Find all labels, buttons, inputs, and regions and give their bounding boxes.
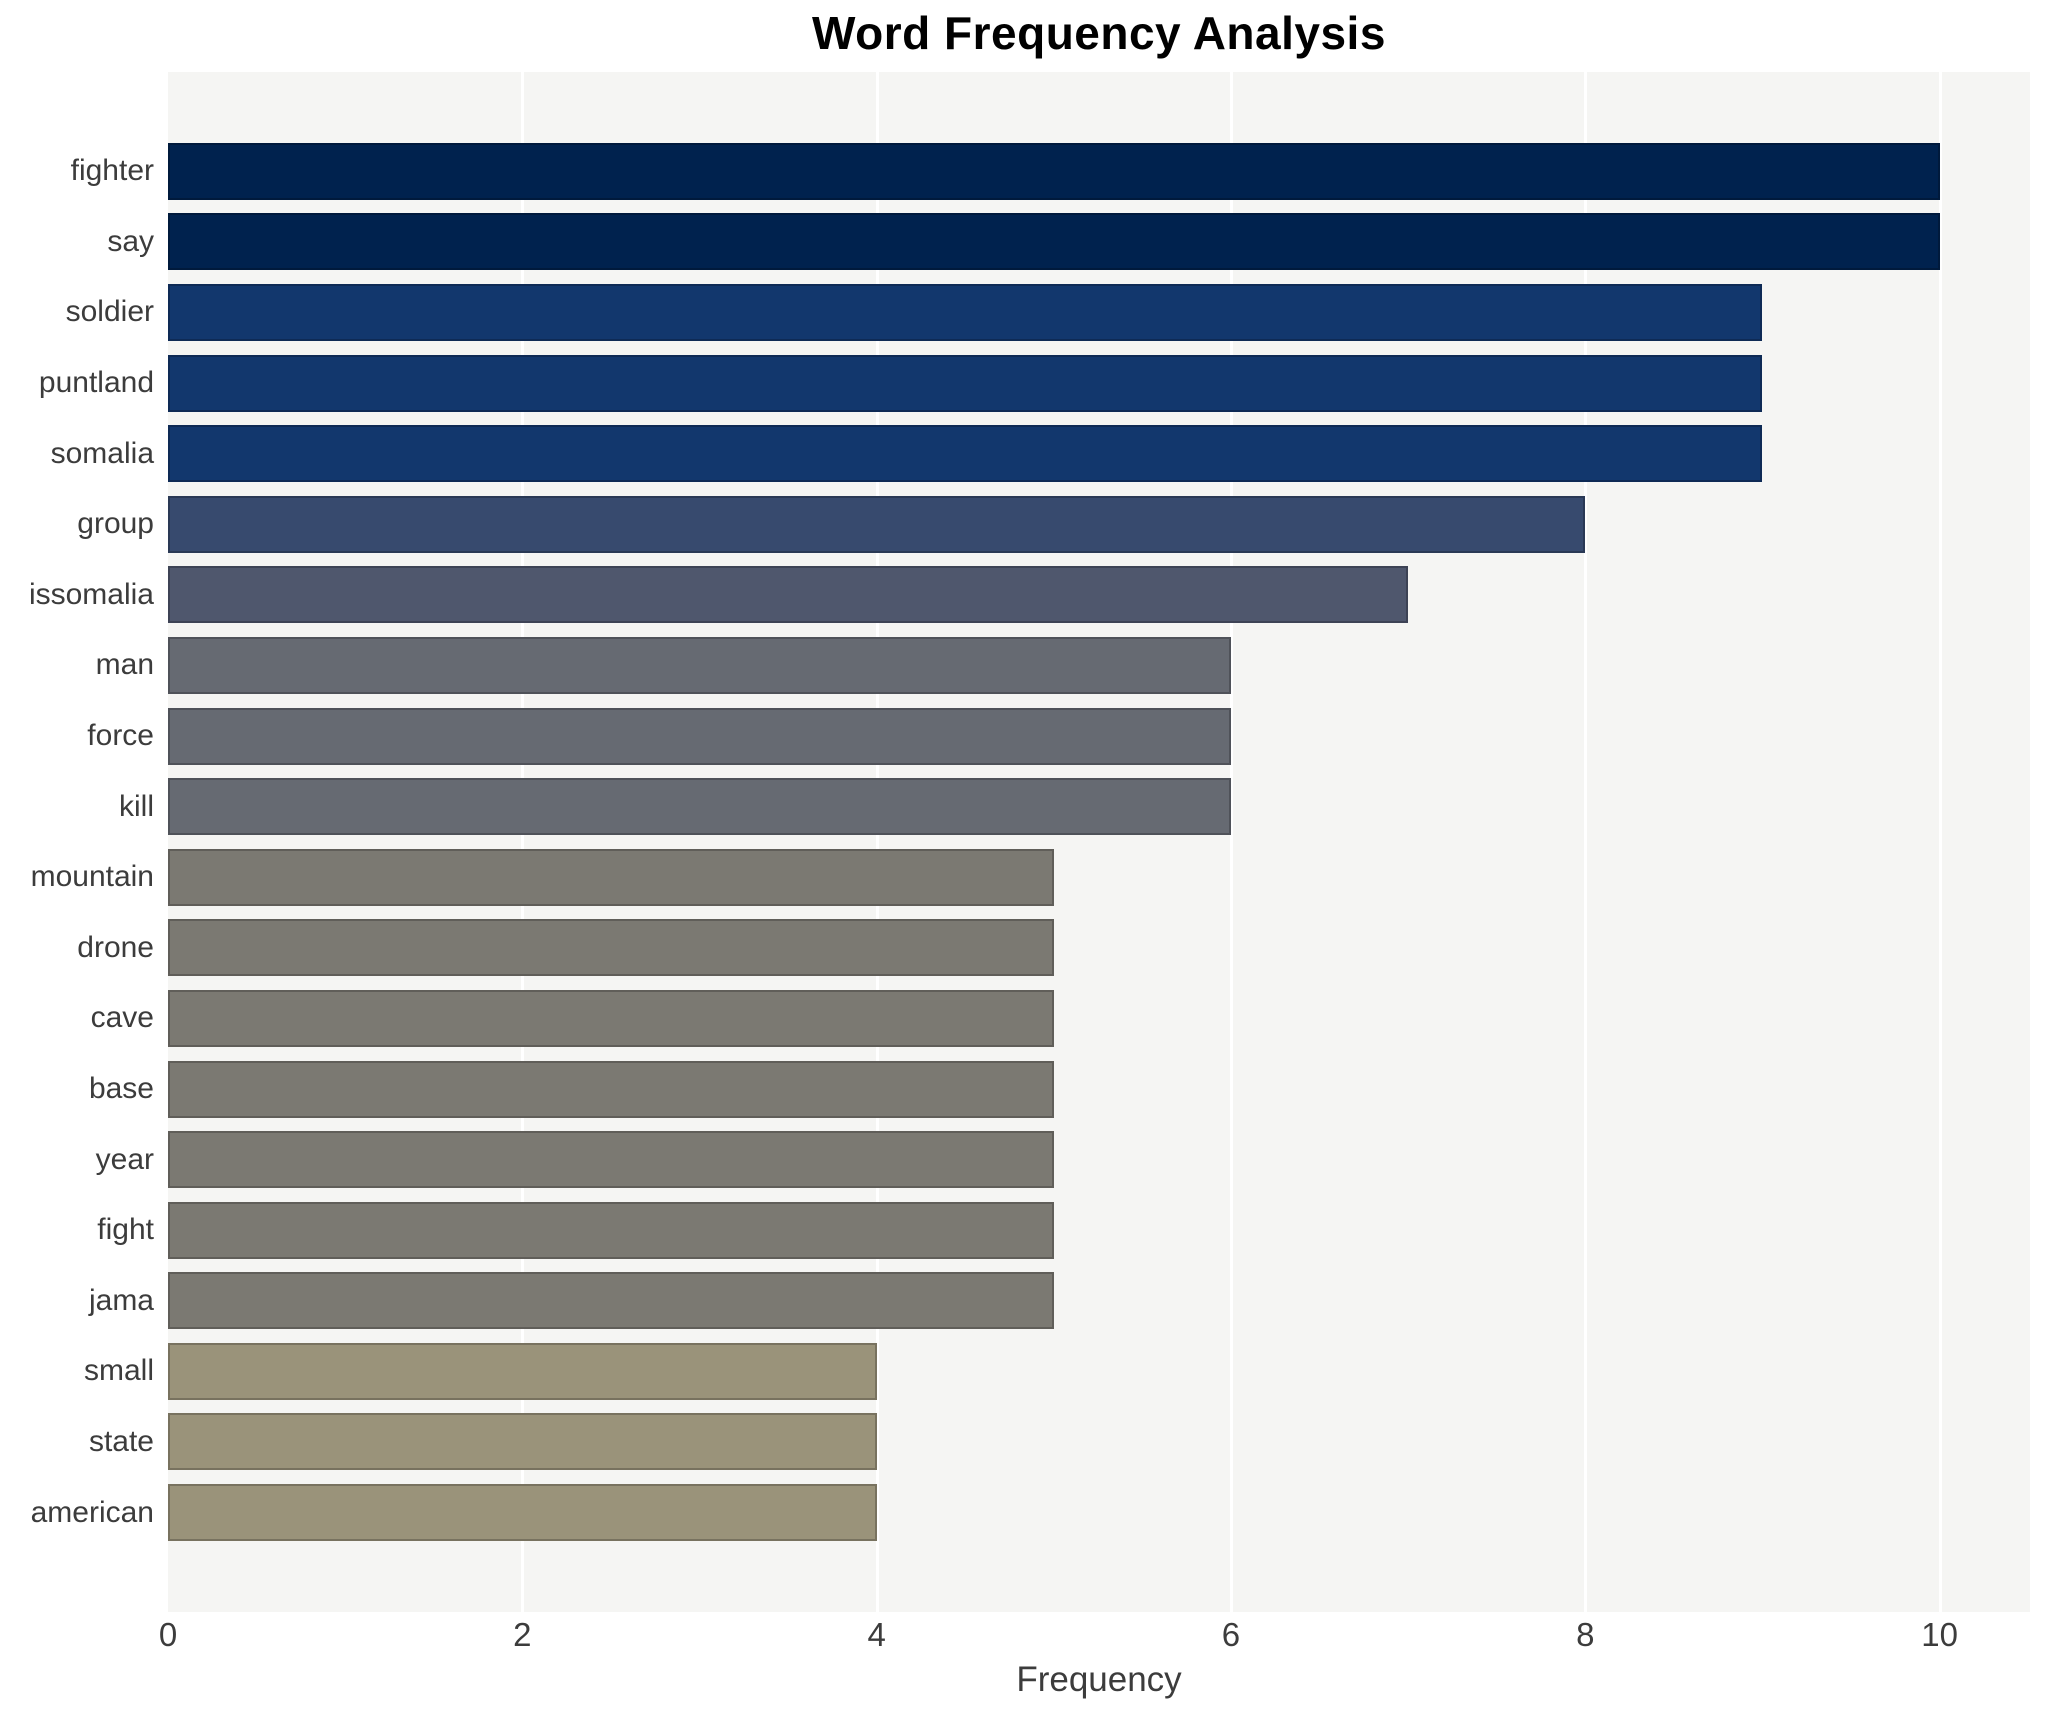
bar-track xyxy=(168,1407,2030,1478)
y-tick-label-year: year xyxy=(95,1142,154,1176)
bar-fighter xyxy=(168,142,1940,200)
bar-track xyxy=(168,348,2030,419)
bar-track xyxy=(168,842,2030,913)
gridline-x-4 xyxy=(875,72,879,1612)
x-axis-title: Frequency xyxy=(1016,1660,1182,1699)
y-tick-label-base: base xyxy=(88,1072,154,1106)
bar-row: year xyxy=(0,1124,2048,1195)
gridline-x-2 xyxy=(521,72,525,1612)
bar-track xyxy=(168,630,2030,701)
y-tick-label-kill: kill xyxy=(119,789,154,823)
bar-row: group xyxy=(0,489,2048,560)
bar-row: force xyxy=(0,701,2048,772)
bar-fight xyxy=(168,1201,1054,1259)
bar-row: state xyxy=(0,1407,2048,1478)
bar-force xyxy=(168,707,1231,765)
x-axis-ticks: 0 2 4 6 8 10 xyxy=(159,1612,2030,1656)
bar-row: mountain xyxy=(0,842,2048,913)
bar-somalia xyxy=(168,425,1763,483)
bar-base xyxy=(168,1060,1054,1118)
bar-track xyxy=(168,1477,2030,1548)
y-tick-label-fight: fight xyxy=(97,1213,154,1247)
y-tick-label-say: say xyxy=(107,224,154,258)
bar-track xyxy=(168,560,2030,631)
bar-track xyxy=(168,207,2030,278)
chart-title: Word Frequency Analysis xyxy=(812,7,1386,59)
bar-issomalia xyxy=(168,566,1409,624)
y-tick-label-american: american xyxy=(30,1495,154,1529)
bar-kill xyxy=(168,778,1231,836)
bar-say xyxy=(168,213,1940,271)
y-tick-label-state: state xyxy=(88,1424,154,1458)
gridline-x-10 xyxy=(1938,72,1942,1612)
bar-american xyxy=(168,1484,877,1542)
bar-track xyxy=(168,277,2030,348)
bar-soldier xyxy=(168,283,1763,341)
y-tick-label-puntland: puntland xyxy=(38,366,154,400)
bar-state xyxy=(168,1413,877,1471)
chart-canvas: fighter say soldier puntland somalia group iss… xyxy=(0,72,2048,1612)
x-tick-label-0: 0 xyxy=(158,1616,178,1653)
y-tick-label-cave: cave xyxy=(90,1001,154,1035)
y-tick-label-man: man xyxy=(95,648,154,682)
bar-puntland xyxy=(168,354,1763,412)
bar-group xyxy=(168,495,1586,553)
bar-track xyxy=(168,1336,2030,1407)
bar-track xyxy=(168,418,2030,489)
bar-row: jama xyxy=(0,1266,2048,1337)
bar-row: small xyxy=(0,1336,2048,1407)
y-tick-label-soldier: soldier xyxy=(65,295,154,329)
gridline-x-8 xyxy=(1584,72,1588,1612)
bar-row: drone xyxy=(0,913,2048,984)
bar-track xyxy=(168,913,2030,984)
y-tick-label-fighter: fighter xyxy=(70,154,154,188)
y-tick-label-small: small xyxy=(83,1354,154,1388)
bar-row: somalia xyxy=(0,418,2048,489)
bar-row: issomalia xyxy=(0,560,2048,631)
bar-jama xyxy=(168,1272,1054,1330)
x-tick-label-4: 4 xyxy=(867,1616,886,1653)
bar-row: fight xyxy=(0,1195,2048,1266)
bar-track xyxy=(168,771,2030,842)
bar-row: puntland xyxy=(0,348,2048,419)
bar-track xyxy=(168,136,2030,207)
bar-row: american xyxy=(0,1477,2048,1548)
y-tick-label-force: force xyxy=(87,719,154,753)
x-tick-label-10: 10 xyxy=(1921,1616,1958,1653)
bar-row: soldier xyxy=(0,277,2048,348)
bar-row: man xyxy=(0,630,2048,701)
bar-row: base xyxy=(0,1054,2048,1125)
y-tick-label-jama: jama xyxy=(88,1283,154,1317)
x-tick-label-8: 8 xyxy=(1576,1616,1595,1653)
gridline-x-6 xyxy=(1229,72,1233,1612)
y-tick-label-drone: drone xyxy=(77,930,154,964)
bar-small xyxy=(168,1342,877,1400)
bar-track xyxy=(168,1054,2030,1125)
bar-track xyxy=(168,701,2030,772)
bar-track xyxy=(168,1266,2030,1337)
bar-track xyxy=(168,1195,2030,1266)
bar-cave xyxy=(168,989,1054,1047)
bar-man xyxy=(168,636,1231,694)
bar-row: cave xyxy=(0,983,2048,1054)
bar-track xyxy=(168,1124,2030,1195)
bar-track xyxy=(168,489,2030,560)
bar-year xyxy=(168,1131,1054,1189)
bar-track xyxy=(168,983,2030,1054)
bar-mountain xyxy=(168,848,1054,906)
y-tick-label-mountain: mountain xyxy=(30,860,154,894)
y-tick-label-issomalia: issomalia xyxy=(28,577,154,611)
y-tick-label-somalia: somalia xyxy=(50,436,154,470)
x-tick-label-2: 2 xyxy=(513,1616,532,1653)
bar-row: say xyxy=(0,207,2048,278)
bar-row: kill xyxy=(0,771,2048,842)
y-tick-label-group: group xyxy=(77,507,154,541)
bar-drone xyxy=(168,919,1054,977)
bar-row: fighter xyxy=(0,136,2048,207)
x-tick-label-6: 6 xyxy=(1221,1616,1241,1653)
bar-rows: fighter say soldier puntland somalia group iss… xyxy=(0,72,2048,1612)
